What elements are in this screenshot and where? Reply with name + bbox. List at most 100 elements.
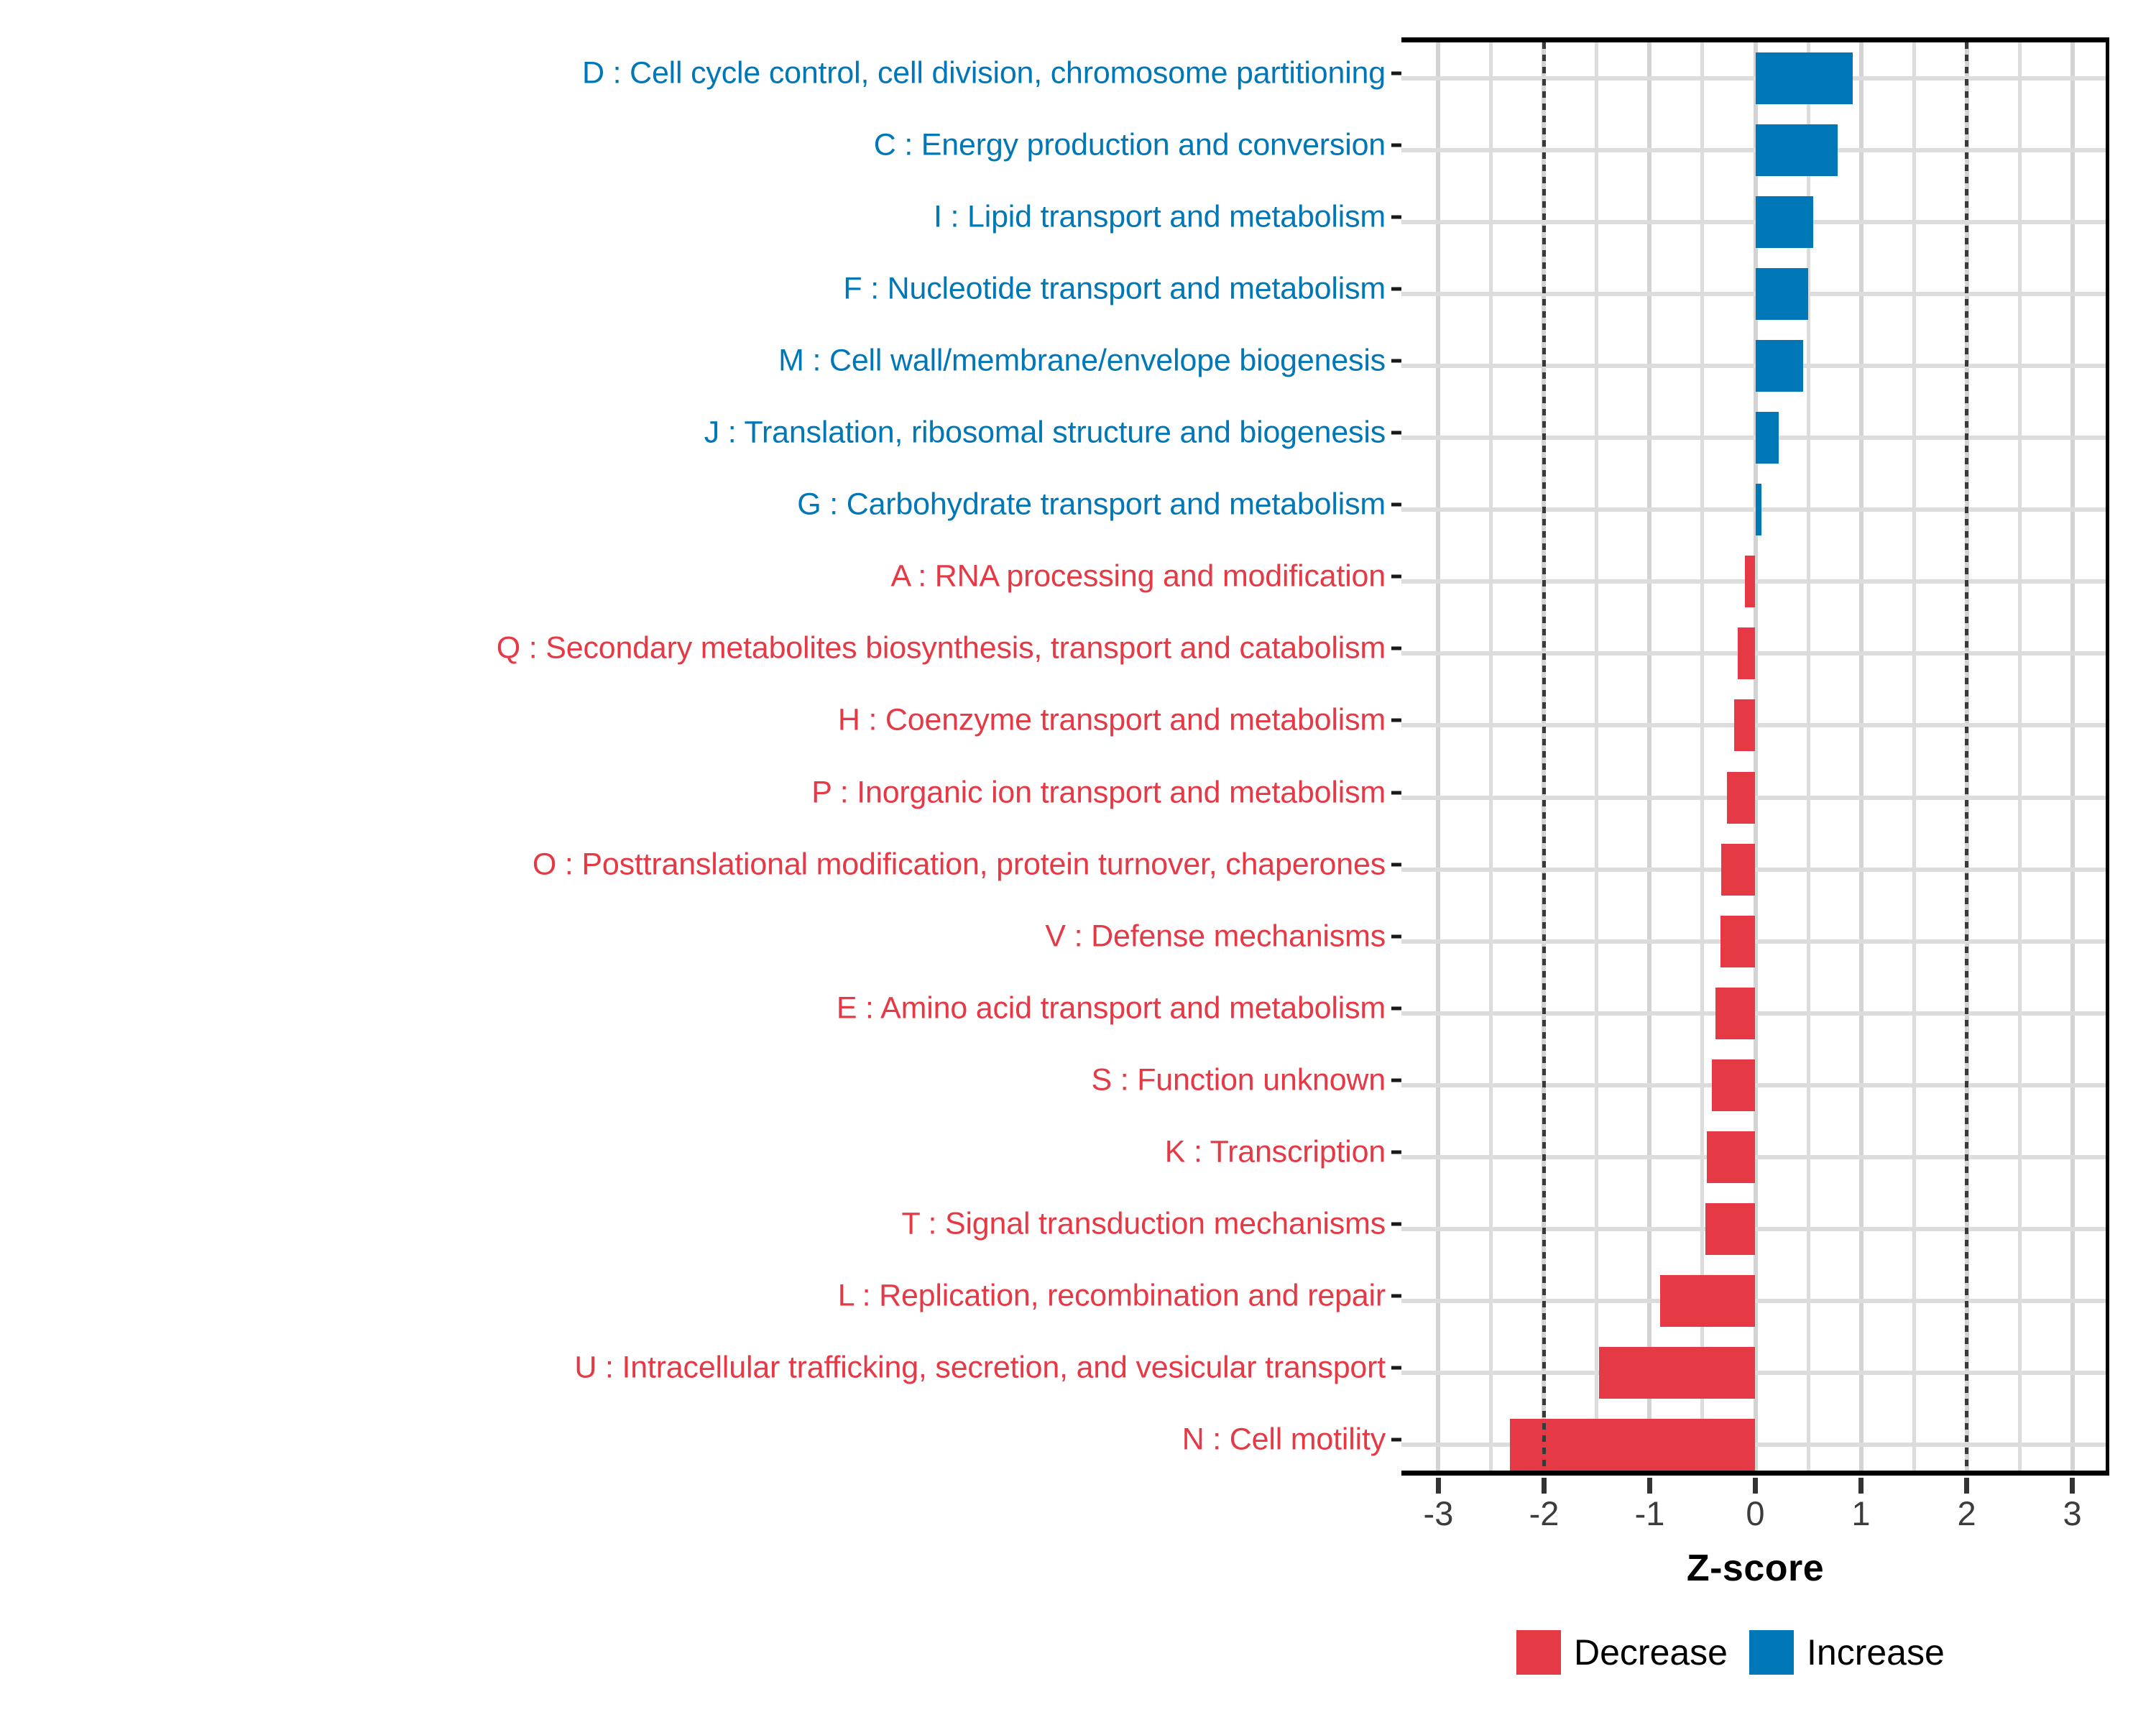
y-axis-tick-label: A : RNA processing and modification	[890, 558, 1386, 594]
y-axis-tick-mark	[1391, 1150, 1401, 1154]
gridline-minor-vertical	[1806, 42, 1810, 1471]
gridline-major-vertical	[1436, 42, 1441, 1471]
y-axis-tick-label: G : Carbohydrate transport and metabolis…	[797, 487, 1386, 522]
gridline-minor-vertical	[1489, 42, 1493, 1471]
x-axis-tick-label: -2	[1529, 1494, 1560, 1532]
x-axis-tick-label: -1	[1634, 1494, 1665, 1532]
legend-entry[interactable]: Decrease	[1516, 1630, 1728, 1675]
gridline-major-vertical	[1753, 42, 1758, 1471]
reference-line	[1542, 42, 1546, 1471]
y-axis-tick-mark	[1391, 1438, 1401, 1442]
bar	[1705, 1202, 1756, 1255]
bar	[1706, 1131, 1756, 1183]
bar	[1510, 1418, 1756, 1471]
chart-legend: Decrease Increase	[1516, 1630, 1945, 1675]
bar	[1721, 843, 1756, 896]
y-axis-tick-mark	[1391, 934, 1401, 939]
legend-color-swatch	[1749, 1630, 1794, 1675]
x-axis-tick-label: 3	[2063, 1494, 2082, 1532]
bar	[1598, 1346, 1756, 1399]
x-axis-tick-mark	[2070, 1478, 2076, 1494]
y-axis-tick-label: J : Translation, ribosomal structure and…	[704, 415, 1386, 450]
x-axis-tick-mark	[1646, 1478, 1652, 1494]
x-axis-tick-mark	[1541, 1478, 1547, 1494]
reference-line	[1965, 42, 1969, 1471]
legend-label: Decrease	[1574, 1632, 1728, 1673]
y-axis-tick-mark	[1391, 718, 1401, 722]
gridline-major-vertical	[1858, 42, 1864, 1471]
y-axis-tick-mark	[1391, 791, 1401, 795]
x-axis-tick-label: 2	[1957, 1494, 1976, 1532]
x-axis-tick-mark	[1964, 1478, 1970, 1494]
y-axis-tick-mark	[1391, 431, 1401, 435]
x-axis-tick-label: 0	[1746, 1494, 1765, 1532]
gridline-horizontal	[1401, 292, 2106, 297]
gridline-horizontal	[1401, 148, 2106, 153]
x-axis-tick-mark	[1753, 1478, 1758, 1494]
gridline-horizontal	[1401, 507, 2106, 512]
legend-color-swatch	[1516, 1630, 1561, 1675]
y-axis-tick-label: O : Posttranslational modification, prot…	[532, 847, 1386, 882]
bar	[1755, 52, 1853, 105]
legend-entry[interactable]: Increase	[1749, 1630, 1945, 1675]
gridline-horizontal	[1401, 220, 2106, 225]
gridline-minor-vertical	[1595, 42, 1599, 1471]
bar	[1660, 1274, 1756, 1327]
bar	[1755, 412, 1779, 464]
y-axis-tick-mark	[1391, 1366, 1401, 1370]
y-axis-tick-mark	[1391, 1006, 1401, 1011]
y-axis-tick-mark	[1391, 1294, 1401, 1298]
x-axis-tick-label: 1	[1851, 1494, 1871, 1532]
bar	[1712, 1059, 1756, 1111]
gridline-horizontal	[1401, 436, 2106, 441]
y-axis-tick-mark	[1391, 287, 1401, 291]
y-axis-tick-mark	[1391, 574, 1401, 579]
plot-panel	[1401, 37, 2109, 1476]
x-axis-tick-mark	[1435, 1478, 1441, 1494]
bar	[1726, 771, 1756, 824]
y-axis-tick-label: P : Inorganic ion transport and metaboli…	[811, 775, 1386, 810]
gridline-minor-vertical	[1912, 42, 1916, 1471]
gridline-horizontal	[1401, 76, 2106, 81]
y-axis-tick-label: N : Cell motility	[1181, 1422, 1386, 1457]
y-axis-tick-label: U : Intracellular trafficking, secretion…	[574, 1350, 1386, 1385]
bar	[1715, 987, 1756, 1039]
y-axis-tick-label: T : Signal transduction mechanisms	[901, 1206, 1386, 1241]
y-axis-labels: D : Cell cycle control, cell division, c…	[0, 37, 1401, 1476]
y-axis-tick-label: C : Energy production and conversion	[873, 127, 1386, 162]
y-axis-tick-label: F : Nucleotide transport and metabolism	[843, 271, 1386, 306]
bar	[1720, 915, 1756, 967]
y-axis-tick-label: K : Transcription	[1164, 1134, 1386, 1169]
y-axis-tick-label: L : Replication, recombination and repai…	[837, 1278, 1386, 1313]
bar	[1744, 556, 1756, 608]
y-axis-tick-mark	[1391, 359, 1401, 363]
y-axis-tick-mark	[1391, 646, 1401, 650]
y-axis-tick-label: H : Coenzyme transport and metabolism	[837, 702, 1386, 737]
y-axis-tick-mark	[1391, 1078, 1401, 1082]
y-axis-tick-mark	[1391, 862, 1401, 867]
legend-label: Increase	[1807, 1632, 1945, 1673]
x-axis-tick-mark	[1858, 1478, 1864, 1494]
bar	[1755, 124, 1838, 177]
y-axis-tick-mark	[1391, 71, 1401, 75]
y-axis-tick-label: S : Function unknown	[1091, 1062, 1386, 1098]
y-axis-tick-label: V : Defense mechanisms	[1045, 919, 1386, 954]
y-axis-tick-mark	[1391, 215, 1401, 219]
bar	[1755, 268, 1808, 321]
bar	[1755, 196, 1814, 249]
bar	[1755, 484, 1762, 536]
gridline-horizontal	[1401, 364, 2106, 369]
x-axis-tick-label: -3	[1423, 1494, 1454, 1532]
x-axis-title: Z-score	[1686, 1547, 1825, 1589]
gridline-major-vertical	[1647, 42, 1652, 1471]
y-axis-tick-mark	[1391, 1222, 1401, 1226]
y-axis-tick-mark	[1391, 502, 1401, 507]
y-axis-tick-mark	[1391, 143, 1401, 147]
gridline-minor-vertical	[2017, 42, 2022, 1471]
plot-area	[1401, 42, 2106, 1471]
gridline-major-vertical	[2070, 42, 2075, 1471]
gridline-minor-vertical	[1700, 42, 1705, 1471]
bar	[1737, 627, 1756, 680]
y-axis-tick-label: Q : Secondary metabolites biosynthesis, …	[496, 630, 1386, 666]
y-axis-tick-label: M : Cell wall/membrane/envelope biogenes…	[778, 343, 1386, 378]
